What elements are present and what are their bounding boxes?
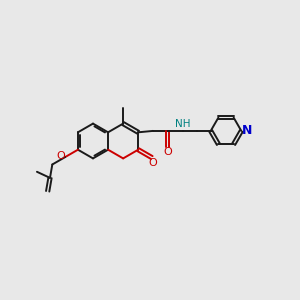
Text: O: O bbox=[148, 158, 157, 168]
Text: O: O bbox=[56, 151, 65, 161]
Text: NH: NH bbox=[176, 119, 191, 129]
Text: O: O bbox=[164, 147, 172, 157]
Text: N: N bbox=[242, 124, 252, 137]
